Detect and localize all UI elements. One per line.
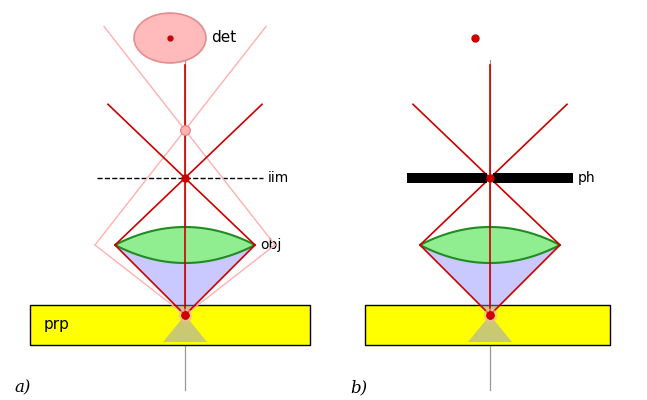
Text: prp: prp [44, 318, 70, 332]
Text: iim: iim [268, 171, 289, 185]
Bar [30, 305, 310, 345]
Polygon shape [468, 315, 512, 342]
Bar [365, 305, 610, 345]
Polygon shape [420, 227, 560, 263]
Text: obj: obj [260, 238, 281, 252]
Text: ph: ph [578, 171, 596, 185]
Text: det: det [211, 30, 236, 46]
Text: b): b) [350, 379, 367, 396]
Polygon shape [115, 245, 255, 315]
Polygon shape [420, 245, 560, 315]
Bar [407, 173, 487, 183]
Polygon shape [163, 315, 207, 342]
Bar [493, 173, 573, 183]
Ellipse shape [134, 13, 206, 63]
Text: a): a) [14, 379, 30, 396]
Polygon shape [115, 227, 255, 263]
